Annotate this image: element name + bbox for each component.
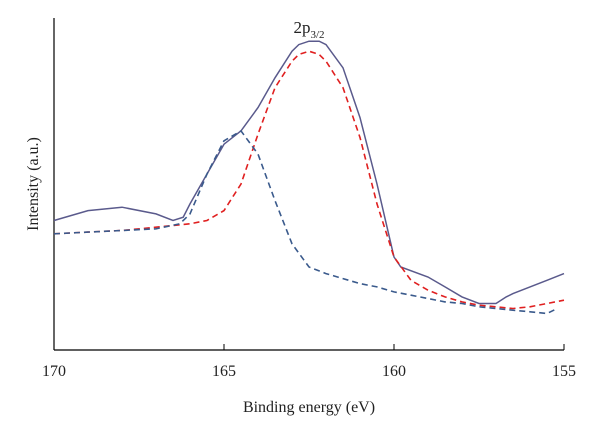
x-ticks: 170 165 160 155 (42, 344, 576, 380)
x-axis-title: Binding energy (eV) (243, 399, 375, 416)
x-tick-label: 165 (212, 363, 236, 380)
x-tick-label: 160 (382, 363, 406, 380)
series-layer (53, 40, 565, 315)
series-line-3 (53, 129, 558, 315)
series-line-1 (53, 40, 565, 305)
x-tick-label: 170 (42, 363, 66, 380)
peak-annotation-main: 2p (293, 18, 310, 37)
peak-annotation: 2p3/2 (293, 18, 324, 41)
peak-annotation-subscript: 3/2 (310, 29, 324, 41)
series-line-2 (53, 50, 565, 310)
x-tick-label: 155 (552, 363, 576, 380)
y-axis-title: Intensity (a.u.) (25, 137, 42, 231)
axes (53, 18, 564, 351)
